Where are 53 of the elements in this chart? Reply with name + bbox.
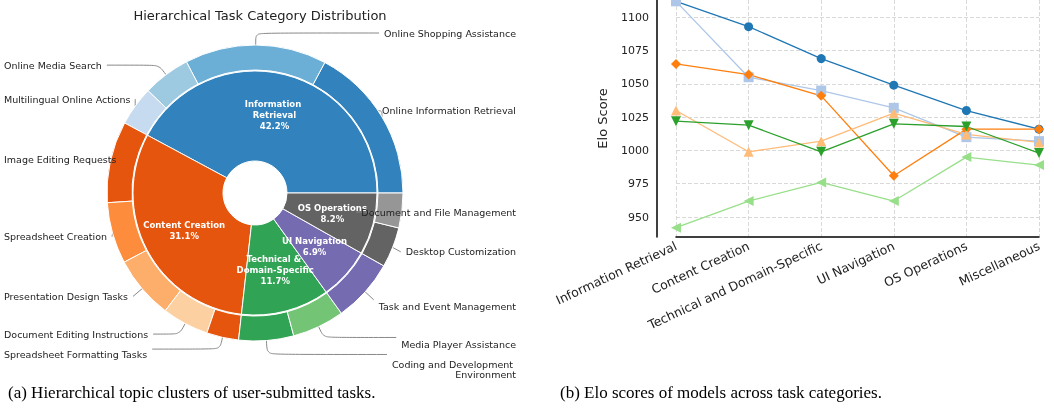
point bbox=[888, 118, 899, 129]
point bbox=[816, 54, 826, 64]
point bbox=[961, 152, 972, 163]
slice-label: Document Editing Instructions bbox=[4, 328, 149, 340]
data-label: 11.7% bbox=[260, 276, 291, 287]
slice-label: Task and Event Management bbox=[377, 300, 517, 312]
slice-label: Online Media Search bbox=[4, 59, 102, 71]
point bbox=[671, 222, 681, 233]
y-axis-title: Elo Score bbox=[595, 88, 610, 149]
point bbox=[888, 170, 899, 181]
point bbox=[1034, 148, 1044, 159]
slice-label: Online Information Retrieval bbox=[382, 105, 516, 117]
y-tick-label: 950 bbox=[628, 210, 649, 224]
data-label: 6.9% bbox=[302, 246, 327, 257]
slice-label: Content Creation bbox=[143, 219, 226, 230]
point bbox=[816, 146, 827, 157]
slice-label: Information Retrieval bbox=[244, 99, 305, 121]
y-tick-label: 975 bbox=[628, 177, 649, 191]
y-tick-label: 1075 bbox=[621, 44, 649, 58]
slice-label: Media Player Assistance bbox=[401, 338, 517, 350]
data-label: 31.1% bbox=[169, 230, 200, 241]
point bbox=[743, 196, 754, 207]
point bbox=[671, 58, 681, 69]
slice-label: Online Shopping Assistance bbox=[384, 27, 517, 39]
point bbox=[671, 116, 681, 127]
slice-label: Presentation Design Tasks bbox=[4, 290, 129, 302]
data-label: 42.2% bbox=[259, 121, 290, 132]
point bbox=[888, 196, 899, 207]
slice-label: Desktop Customization bbox=[405, 246, 516, 258]
point bbox=[888, 102, 899, 113]
text: (b) Elo scores of models across task categories. bbox=[560, 383, 882, 402]
y-tick-label: 1050 bbox=[621, 77, 649, 91]
point bbox=[816, 177, 827, 188]
point bbox=[816, 90, 827, 101]
point bbox=[743, 146, 754, 157]
text: (a) Hierarchical topic clusters of user-submitted tasks. bbox=[8, 383, 376, 402]
point bbox=[961, 106, 971, 116]
y-tick-label: 1000 bbox=[621, 143, 649, 157]
point bbox=[743, 120, 754, 131]
data-label: 8.2% bbox=[320, 213, 345, 224]
point bbox=[816, 136, 827, 147]
slice-label: Coding and Development Environment bbox=[391, 358, 517, 380]
chart-title: Hierarchical Task Category Distribution bbox=[133, 8, 387, 23]
point bbox=[889, 80, 899, 90]
slice-label: Multilingual Online Actions bbox=[4, 93, 131, 105]
point bbox=[1034, 160, 1044, 171]
slice-label: Spreadsheet Creation bbox=[4, 231, 108, 243]
point bbox=[888, 108, 899, 119]
y-tick-label: 1025 bbox=[621, 110, 649, 124]
point bbox=[744, 22, 754, 32]
y-tick-label: 1100 bbox=[621, 10, 649, 24]
point bbox=[671, 105, 681, 116]
slice-label: Spreadsheet Formatting Tasks bbox=[4, 348, 148, 360]
